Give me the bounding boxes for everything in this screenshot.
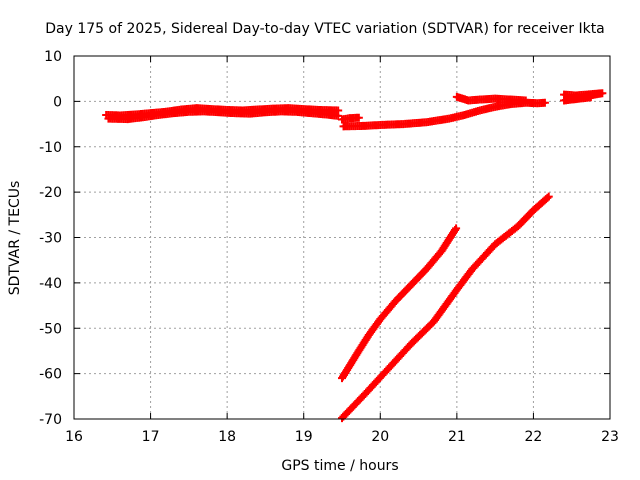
x-tick-label: 19 [295,429,313,445]
series-mid-track-start [338,113,363,124]
data-point [586,93,595,102]
data-point [451,226,460,235]
data-point [521,96,530,105]
series-descending-left [338,224,461,383]
y-tick-label: -20 [39,185,62,201]
data-point [452,224,461,233]
x-tick-label: 21 [448,429,466,445]
y-tick-label: 10 [44,49,62,65]
x-tick-label: 22 [525,429,543,445]
x-tick-label: 23 [601,429,619,445]
y-tick-label: -40 [39,276,62,292]
data-point [540,98,549,107]
chart-title: Day 175 of 2025, Sidereal Day-to-day VTE… [45,21,605,37]
x-tick-label: 16 [65,429,83,445]
y-tick-label: 0 [53,94,62,110]
series-descending-right [338,192,553,423]
data-point [544,192,553,201]
series-upper-track-b [104,107,343,124]
series-arc-upper-right [452,92,530,105]
data-point [354,113,363,122]
x-tick-label: 20 [371,429,389,445]
data-point [543,193,552,202]
y-tick-label: -50 [39,321,62,337]
tick-labels: 16 17 18 19 20 21 22 23 -70 -60 -50 -40 -30 -20 -10 0 10 [39,49,619,445]
plot-frame [73,55,611,420]
y-tick-label: -60 [39,367,62,383]
y-tick-label: -10 [39,140,62,156]
y-tick-label: -70 [39,412,62,428]
x-tick-label: 18 [218,429,236,445]
data-series [102,89,607,423]
x-axis-label: GPS time / hours [281,458,398,474]
y-tick-label: -30 [39,231,62,247]
y-axis-label: SDTVAR / TECUs [7,181,23,296]
x-tick-label: 17 [142,429,160,445]
series-late-segment [560,89,607,105]
